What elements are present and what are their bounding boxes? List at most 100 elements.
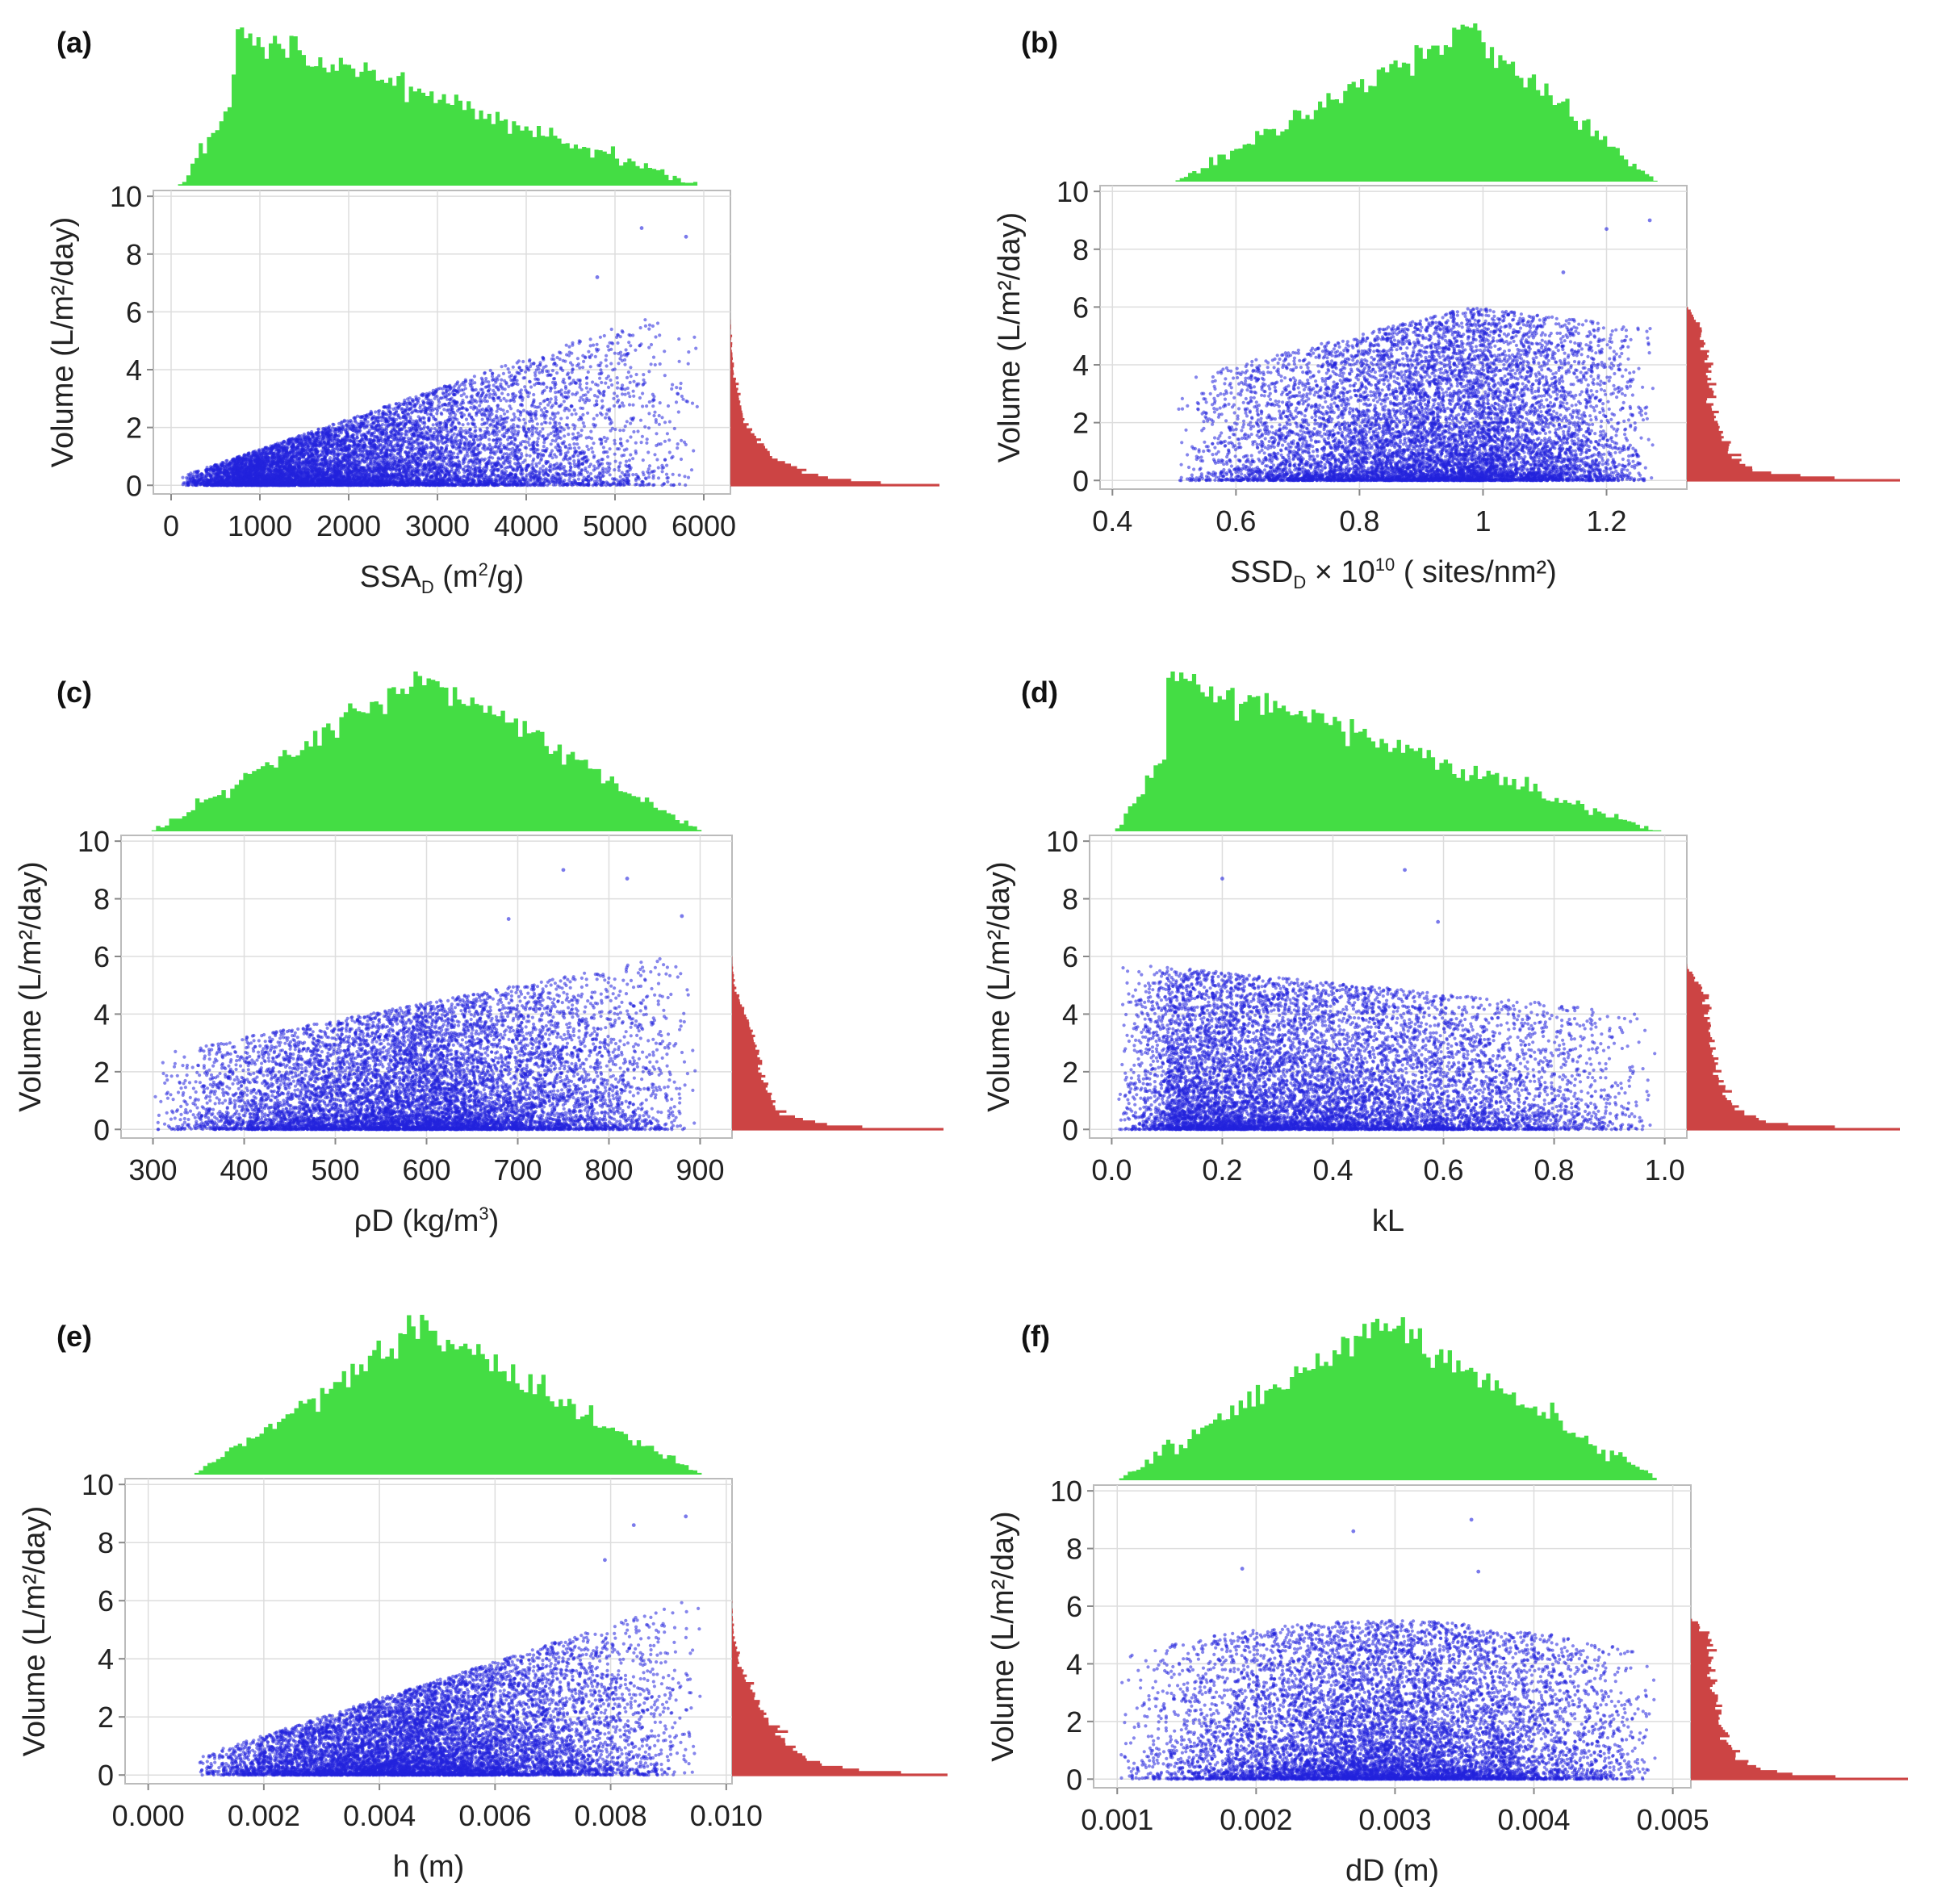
scatter-point bbox=[378, 409, 381, 412]
scatter-point bbox=[642, 373, 645, 376]
scatter-point bbox=[481, 418, 484, 421]
scatter-point bbox=[609, 379, 612, 382]
scatter-point bbox=[567, 461, 571, 464]
scatter-point bbox=[680, 439, 683, 442]
scatter-point bbox=[453, 433, 456, 436]
scatter-point bbox=[624, 393, 627, 396]
scatter-point bbox=[589, 430, 592, 433]
scatter-point bbox=[507, 367, 510, 370]
scatter-point bbox=[465, 418, 468, 421]
scatter-point bbox=[538, 433, 541, 437]
scatter-point bbox=[581, 366, 584, 369]
scatter-point bbox=[542, 390, 545, 393]
scatter-point bbox=[667, 404, 670, 408]
scatter-point bbox=[538, 371, 541, 375]
scatter-point bbox=[522, 418, 525, 421]
scatter-point bbox=[647, 426, 651, 429]
scatter-point bbox=[563, 408, 567, 412]
scatter-point bbox=[629, 344, 632, 347]
scatter-point bbox=[456, 456, 459, 459]
scatter-point bbox=[524, 370, 527, 374]
scatter-point bbox=[497, 458, 500, 461]
scatter-point bbox=[507, 393, 510, 396]
scatter-point bbox=[690, 468, 693, 471]
scatter-point bbox=[567, 433, 570, 436]
scatter-point bbox=[500, 391, 504, 395]
scatter-point bbox=[632, 390, 635, 393]
scatter-point bbox=[601, 404, 605, 408]
scatter-point bbox=[583, 425, 586, 428]
scatter-point bbox=[594, 355, 597, 358]
scatter-point bbox=[631, 473, 634, 476]
scatter-point bbox=[610, 328, 613, 331]
scatter-point bbox=[629, 381, 632, 384]
scatter-point bbox=[542, 465, 545, 468]
scatter-point bbox=[596, 343, 599, 346]
scatter-point bbox=[467, 454, 470, 458]
scatter-point bbox=[652, 414, 655, 417]
scatter-point bbox=[475, 388, 478, 391]
scatter-point bbox=[499, 441, 502, 445]
scatter-point bbox=[454, 440, 457, 443]
scatter-point bbox=[657, 466, 660, 469]
scatter-point bbox=[663, 440, 667, 443]
scatter-point bbox=[591, 450, 594, 454]
scatter-point bbox=[516, 370, 519, 374]
scatter-point bbox=[542, 445, 546, 448]
scatter-point bbox=[487, 443, 491, 446]
scatter-point bbox=[642, 458, 645, 462]
scatter-point bbox=[575, 412, 578, 416]
scatter-point bbox=[604, 416, 607, 420]
scatter-point bbox=[592, 344, 595, 347]
scatter-point bbox=[578, 399, 581, 402]
scatter-point bbox=[616, 395, 619, 398]
scatter-point bbox=[651, 483, 655, 487]
scatter-point bbox=[571, 437, 575, 440]
scatter-point bbox=[496, 404, 500, 407]
scatter-point bbox=[500, 379, 503, 382]
scatter-point bbox=[580, 429, 584, 432]
scatter-point bbox=[637, 383, 640, 386]
scatter-point bbox=[542, 411, 545, 414]
scatter-point bbox=[683, 475, 686, 478]
scatter-point bbox=[596, 383, 600, 387]
scatter-point bbox=[491, 375, 494, 378]
scatter-point bbox=[488, 424, 492, 427]
scatter-point bbox=[537, 437, 540, 440]
scatter-point bbox=[667, 476, 670, 479]
scatter-point bbox=[626, 376, 629, 379]
scatter-point bbox=[469, 406, 472, 409]
scatter-point bbox=[660, 416, 663, 419]
scatter-point bbox=[591, 380, 594, 383]
scatter-point bbox=[627, 391, 630, 395]
scatter-point bbox=[590, 446, 593, 450]
scatter-point bbox=[458, 422, 461, 425]
scatter-point bbox=[616, 381, 619, 384]
scatter-point bbox=[632, 380, 635, 383]
scatter-point bbox=[521, 360, 525, 363]
scatter-point bbox=[672, 455, 675, 458]
scatter-point bbox=[502, 372, 505, 375]
scatter-point bbox=[392, 446, 395, 449]
scatter-point bbox=[492, 378, 495, 381]
scatter-point bbox=[374, 410, 377, 413]
scatter-point bbox=[459, 427, 462, 430]
scatter-point bbox=[592, 441, 595, 445]
scatter-point bbox=[460, 394, 463, 397]
scatter-point bbox=[516, 361, 519, 364]
scatter-point bbox=[504, 364, 507, 367]
scatter-point bbox=[487, 437, 491, 441]
scatter-point bbox=[678, 474, 681, 477]
scatter-point bbox=[551, 354, 554, 357]
scatter-point bbox=[576, 454, 579, 457]
scatter-point bbox=[687, 362, 690, 366]
scatter-point bbox=[587, 350, 590, 354]
scatter-point bbox=[608, 341, 611, 345]
scatter-point bbox=[696, 405, 699, 408]
scatter-point bbox=[663, 349, 666, 353]
scatter-point bbox=[545, 365, 548, 368]
scatter-point bbox=[541, 427, 544, 430]
scatter-point bbox=[492, 383, 496, 387]
